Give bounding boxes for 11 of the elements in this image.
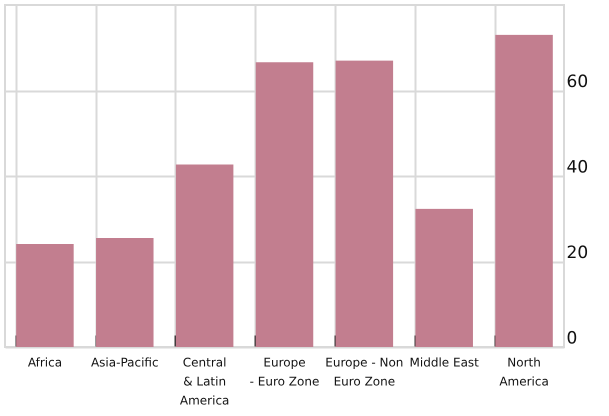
x-tick-label: Europe - Non Euro Zone — [325, 356, 404, 388]
y-tick-label: 0 — [566, 328, 578, 348]
y-tick-label: 40 — [566, 158, 588, 178]
y-tick-label: 20 — [566, 243, 588, 263]
x-tick-label: Africa — [28, 356, 62, 370]
y-tick-label: 60 — [566, 72, 588, 92]
x-tick-label: Europe - Euro Zone — [250, 356, 320, 388]
x-tick-label: North America — [499, 356, 549, 388]
x-tick-label: Middle East — [410, 356, 480, 370]
x-tick-label: Central & Latin America — [180, 356, 230, 408]
x-tick-label: Asia-Pacific — [90, 356, 159, 370]
